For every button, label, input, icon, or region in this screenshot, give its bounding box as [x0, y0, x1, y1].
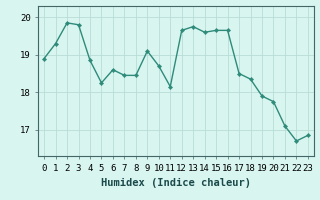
X-axis label: Humidex (Indice chaleur): Humidex (Indice chaleur) — [101, 178, 251, 188]
